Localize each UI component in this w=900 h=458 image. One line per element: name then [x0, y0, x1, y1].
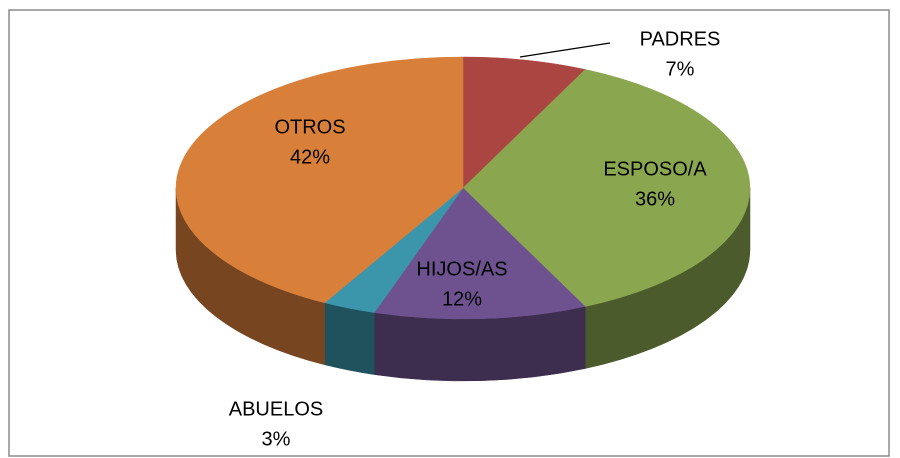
data-label-name: ESPOSO/A	[603, 158, 707, 180]
slice-side	[324, 302, 375, 375]
leader-line	[519, 42, 611, 58]
data-label-value: 12%	[442, 288, 482, 310]
slice	[462, 69, 751, 307]
slice	[175, 56, 464, 304]
data-label-name: ABUELOS	[229, 398, 323, 420]
data-label-value: 3%	[262, 428, 291, 450]
slice	[373, 187, 586, 320]
slice	[462, 56, 586, 189]
data-label-name: HIJOS/AS	[416, 258, 507, 280]
data-label-value: 42%	[290, 146, 330, 168]
data-label-name: PADRES	[640, 28, 721, 50]
data-label-name: OTROS	[274, 116, 345, 138]
data-label-value: 7%	[666, 58, 695, 80]
data-label-value: 36%	[635, 188, 675, 210]
